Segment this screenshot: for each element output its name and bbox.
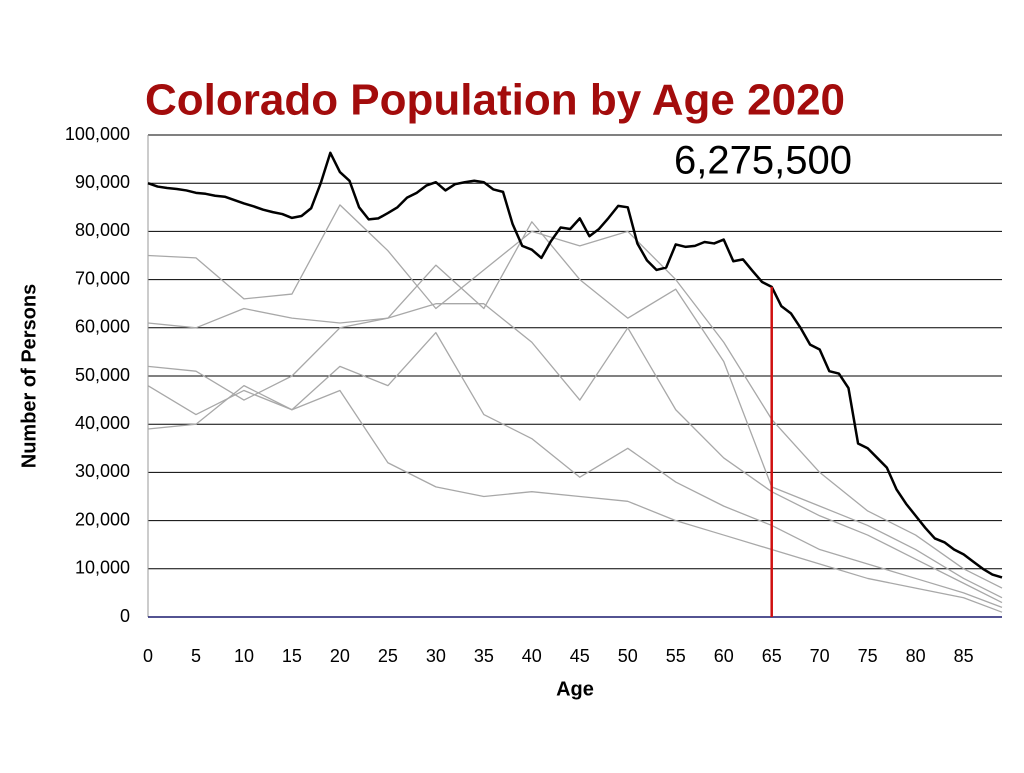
x-tick-label: 30 [426,646,446,666]
x-tick-label: 70 [810,646,830,666]
series-line [147,204,1003,589]
y-tick-label: 80,000 [75,220,130,240]
x-tick-label: 50 [618,646,638,666]
x-tick-label: 20 [330,646,350,666]
x-tick-label: 85 [954,646,974,666]
x-tick-label: 40 [522,646,542,666]
x-tick-label: 55 [666,646,686,666]
y-tick-label: 100,000 [65,124,130,144]
y-tick-label: 30,000 [75,461,130,481]
x-tick-label: 15 [282,646,302,666]
y-tick-label: 10,000 [75,558,130,578]
x-tick-label: 80 [906,646,926,666]
x-tick-label: 5 [191,646,201,666]
series-line [147,151,1003,579]
x-axis-label: Age [556,678,594,700]
chart-title: Colorado Population by Age 2020 [145,76,845,125]
x-tick-label: 25 [378,646,398,666]
series-line [147,303,1003,604]
y-tick-label: 20,000 [75,509,130,529]
series-line [147,384,1003,613]
x-tick-label: 75 [858,646,878,666]
y-axis-label: Number of Persons [18,284,40,468]
y-tick-label: 40,000 [75,413,130,433]
annotation: 6,275,500 [674,139,852,183]
x-tick-label: 65 [762,646,782,666]
series-line [147,331,1003,608]
x-tick-label: 0 [143,646,153,666]
x-tick-label: 45 [570,646,590,666]
y-tick-label: 0 [120,606,130,626]
y-tick-label: 60,000 [75,317,130,337]
x-tick-label: 60 [714,646,734,666]
series-line [147,221,1003,599]
x-tick-label: 35 [474,646,494,666]
y-tick-label: 90,000 [75,172,130,192]
x-tick-label: 10 [234,646,254,666]
y-tick-label: 50,000 [75,365,130,385]
y-tick-label: 70,000 [75,268,130,288]
